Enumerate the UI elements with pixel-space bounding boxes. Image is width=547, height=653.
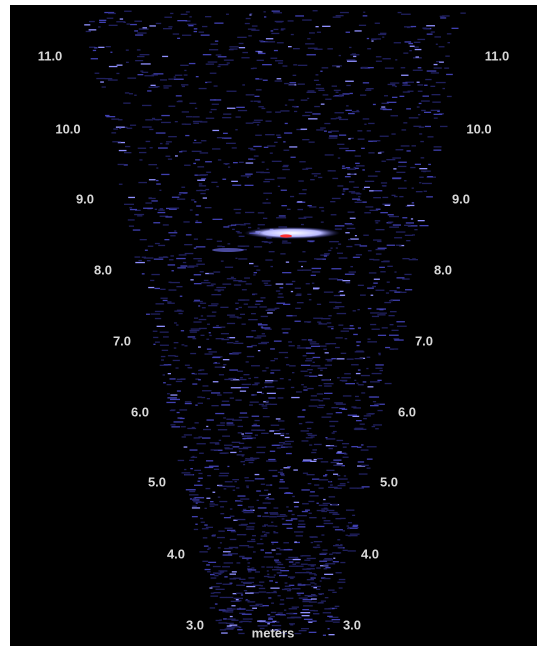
sonar-background: [10, 5, 537, 646]
range-label-right: 10.0: [466, 121, 491, 136]
range-label-right: 5.0: [380, 474, 398, 489]
range-label-left: 3.0: [186, 617, 204, 632]
range-label-right: 9.0: [452, 191, 470, 206]
range-label-left: 9.0: [76, 191, 94, 206]
range-label-left: 4.0: [167, 546, 185, 561]
range-label-left: 10.0: [55, 121, 80, 136]
range-label-right: 7.0: [415, 333, 433, 348]
range-label-left: 7.0: [113, 333, 131, 348]
range-label-right: 11.0: [485, 48, 510, 63]
range-label-left: 8.0: [94, 262, 112, 277]
unit-label: meters: [252, 625, 295, 640]
range-label-right: 4.0: [361, 546, 379, 561]
target-echo: [212, 227, 340, 252]
range-label-right: 3.0: [343, 617, 361, 632]
range-label-left: 5.0: [148, 474, 166, 489]
sonar-fan: [84, 10, 466, 636]
range-label-right: 6.0: [398, 404, 416, 419]
range-labels: 11.0 10.0 9.0 8.0 7.0 6.0 5.0 4.0 3.0 11.0 10.0 9.0…: [38, 48, 510, 632]
range-label-right: 8.0: [434, 262, 452, 277]
range-label-left: 11.0: [38, 48, 63, 63]
range-label-left: 6.0: [131, 404, 149, 419]
